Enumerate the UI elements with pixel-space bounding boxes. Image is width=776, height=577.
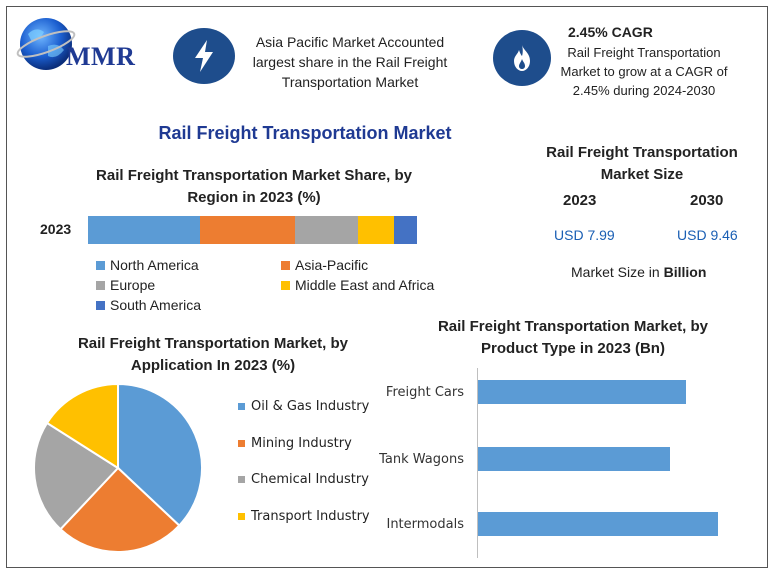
region-chart-title: Rail Freight Transportation Market Share… xyxy=(96,167,412,206)
product-bar-tank-wagons xyxy=(478,447,670,471)
value-2023: USD 7.99 xyxy=(554,227,615,243)
legend-label: South America xyxy=(110,297,202,313)
product-chart-title: Rail Freight Transportation Market, by P… xyxy=(437,318,709,357)
pie-legend-label: Transport Industry xyxy=(251,509,370,524)
region-segment-south-america xyxy=(393,216,417,244)
lightning-badge xyxy=(173,28,235,84)
region-segment-europe xyxy=(295,216,358,244)
market-size-title: Rail Freight Transportation Market Size xyxy=(546,144,738,183)
application-chart-title: Rail Freight Transportation Market, by A… xyxy=(77,335,349,374)
legend-asia-pacific: Asia-Pacific xyxy=(281,257,368,273)
legend-label: Asia-Pacific xyxy=(295,257,369,273)
fire-badge xyxy=(493,30,551,86)
market-size-note: Market Size in Billion xyxy=(571,264,706,280)
cagr-title: 2.45% CAGR xyxy=(568,24,653,40)
product-bar-intermodals xyxy=(478,512,718,536)
pie-slice-transport-industry xyxy=(45,382,119,470)
pie-legend-chemical: Chemical Industry xyxy=(238,472,369,487)
pie-slice-chemical-industry xyxy=(33,421,120,531)
pie-legend-oil-gas: Oil & Gas Industry xyxy=(238,399,369,414)
pie-legend-label: Oil & Gas Industry xyxy=(251,399,370,414)
value-2030: USD 9.46 xyxy=(677,227,738,243)
logo-text: MMR xyxy=(66,42,136,71)
pie-legend-mining: Mining Industry xyxy=(238,436,352,451)
pie-slice-mining-industry xyxy=(59,466,181,553)
mmr-logo: MMR xyxy=(14,16,164,76)
product-axis-line xyxy=(477,368,478,558)
region-category-label: 2023 xyxy=(40,221,72,237)
note-prefix: Market Size in xyxy=(571,264,664,280)
infographic-frame xyxy=(6,6,768,568)
region-segment-north-america xyxy=(88,216,200,244)
pie-legend-label: Chemical Industry xyxy=(251,472,369,487)
legend-south-america: South America xyxy=(96,297,201,313)
region-segment-asia-pacific xyxy=(199,216,296,244)
lightning-icon xyxy=(195,40,213,72)
legend-mea: Middle East and Africa xyxy=(281,277,434,293)
year-2030: 2030 xyxy=(690,192,724,209)
note-unit: Billion xyxy=(663,264,707,280)
product-label-tank-wagons: Tank Wagons xyxy=(379,452,464,467)
product-bar-freight-cars xyxy=(478,380,686,404)
product-label-freight-cars: Freight Cars xyxy=(385,385,464,400)
fire-icon xyxy=(514,45,530,71)
year-2023: 2023 xyxy=(563,192,597,209)
region-segment-middle-east-and-africa xyxy=(357,216,394,244)
legend-label: Europe xyxy=(110,277,156,293)
region-stacked-bar xyxy=(88,216,417,244)
asia-pacific-text: Asia Pacific Market Accounted largest sh… xyxy=(252,34,448,90)
product-label-intermodals: Intermodals xyxy=(386,517,464,532)
globe-icon xyxy=(16,18,76,70)
legend-label: Middle East and Africa xyxy=(295,277,435,293)
pie-legend-label: Mining Industry xyxy=(251,436,352,451)
application-pie-chart xyxy=(33,382,203,553)
legend-europe: Europe xyxy=(96,277,155,293)
pie-legend-transport: Transport Industry xyxy=(238,509,370,524)
cagr-text: Rail Freight Transportation Market to gr… xyxy=(560,45,728,98)
legend-north-america: North America xyxy=(96,257,199,273)
legend-label: North America xyxy=(110,257,199,273)
main-title: Rail Freight Transportation Market xyxy=(158,123,452,143)
pie-slice-oil-gas-industry xyxy=(117,382,203,527)
